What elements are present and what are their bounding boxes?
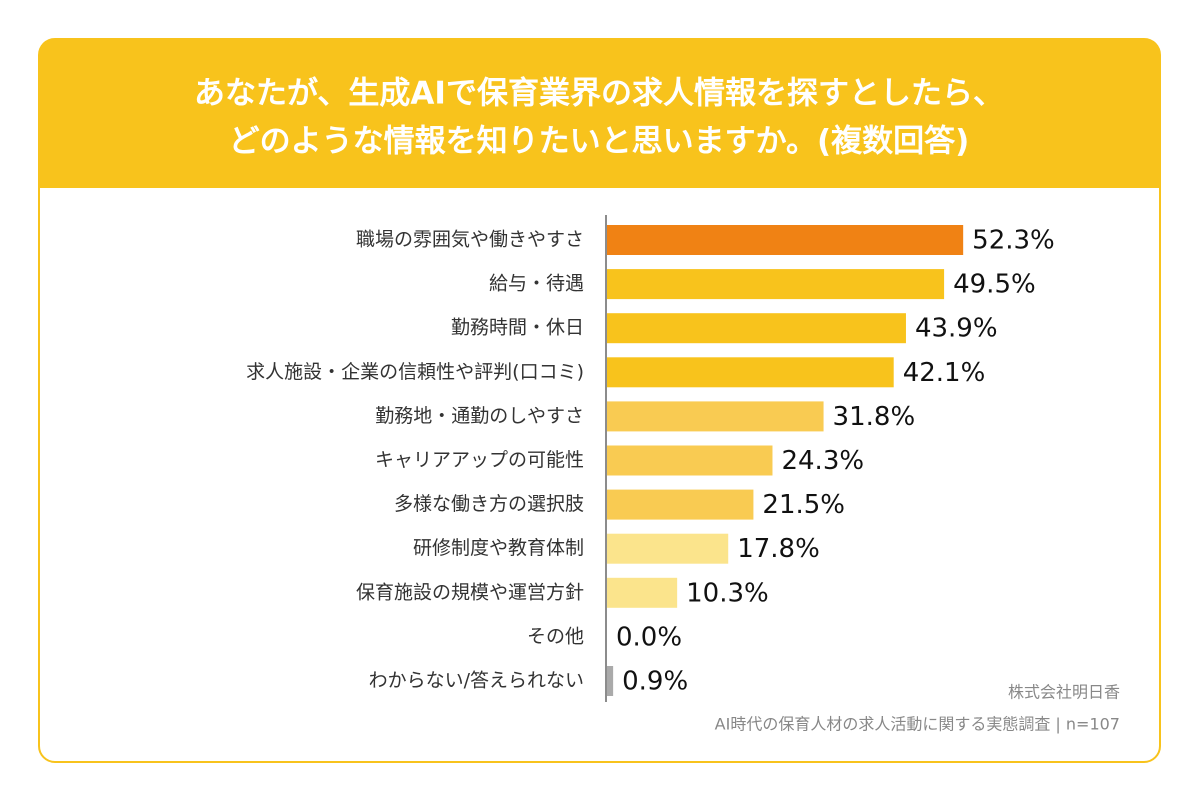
value-label: 17.8%: [737, 534, 820, 564]
value-label: 49.5%: [953, 270, 1036, 300]
category-label: 勤務地・通勤のしやすさ: [375, 405, 584, 427]
source: AI時代の保育人材の求人活動に関する実態調査 | n=107: [715, 715, 1120, 734]
category-label: 給与・待遇: [489, 273, 584, 295]
category-label: 保育施設の規模や運営方針: [356, 581, 584, 603]
value-label: 43.9%: [915, 314, 998, 344]
category-label: 勤務時間・休日: [451, 317, 584, 339]
category-label: わからない/答えられない: [369, 670, 584, 692]
value-label: 31.8%: [833, 402, 916, 432]
chart-title: あなたが、生成AIで保育業界の求人情報を探すとしたら、: [194, 76, 1004, 112]
bar: [607, 401, 824, 432]
value-label: 21.5%: [762, 490, 845, 520]
bar: [607, 445, 773, 476]
bar: [607, 225, 964, 255]
category-label: キャリアアップの可能性: [375, 449, 584, 471]
header: [39, 39, 1160, 188]
bar: [607, 489, 754, 520]
bar: [607, 577, 678, 608]
category-label: 多様な働き方の選択肢: [394, 493, 584, 515]
value-label: 42.1%: [903, 358, 986, 388]
category-label: 求人施設・企業の信頼性や評判(口コミ): [246, 361, 584, 383]
value-label: 0.9%: [622, 667, 688, 697]
category-label: 研修制度や教育体制: [413, 537, 584, 559]
source: 株式会社明日香: [1008, 683, 1120, 702]
value-label: 10.3%: [686, 578, 769, 608]
value-label: 0.0%: [616, 622, 682, 652]
category-label: 職場の雰囲気や働きやすさ: [356, 229, 584, 251]
bar: [607, 269, 945, 300]
bar: [607, 313, 906, 344]
category-label: その他: [527, 625, 584, 647]
bar: [607, 533, 729, 564]
value-label: 24.3%: [781, 446, 864, 476]
chart-title: どのような情報を知りたいと思いますか。(複数回答): [229, 124, 970, 160]
value-label: 52.3%: [972, 226, 1055, 256]
bar: [607, 357, 894, 388]
bar: [607, 666, 614, 696]
